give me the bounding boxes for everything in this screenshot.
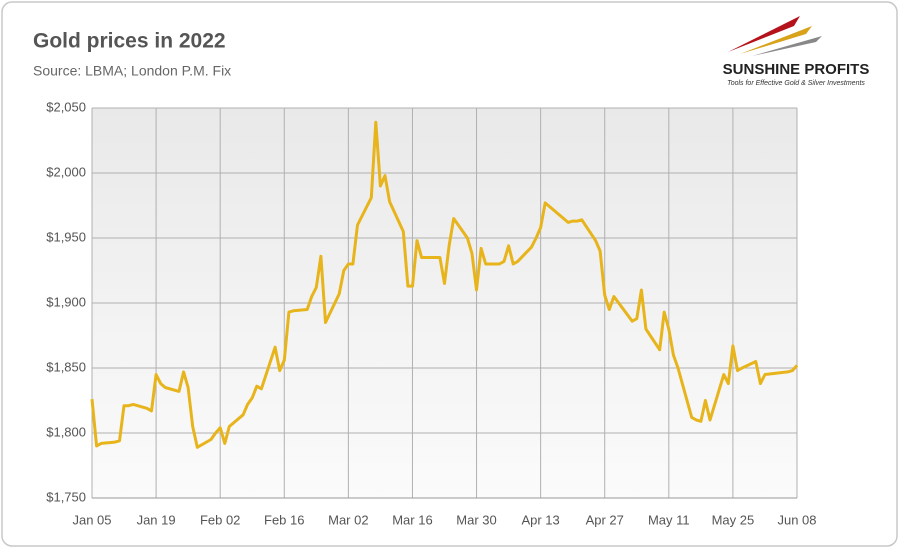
logo: SUNSHINE PROFITS Tools for Effective Gol…	[723, 16, 870, 87]
y-tick-label: $2,050	[46, 99, 86, 114]
y-tick-label: $1,850	[46, 359, 86, 374]
logo-tagline: Tools for Effective Gold & Silver Invest…	[727, 80, 865, 87]
x-tick-label: Mar 02	[328, 512, 368, 527]
chart-title: Gold prices in 2022	[33, 30, 226, 53]
x-tick-label: Mar 16	[392, 512, 432, 527]
x-tick-label: Feb 02	[200, 512, 240, 527]
logo-swoosh	[740, 26, 812, 54]
chart-subtitle: Source: LBMA; London P.M. Fix	[33, 63, 231, 79]
x-tick-label: May 11	[648, 512, 690, 527]
y-tick-label: $1,750	[46, 489, 86, 504]
y-tick-label: $2,000	[46, 164, 86, 179]
x-tick-label: Feb 16	[264, 512, 304, 527]
x-tick-label: Jan 19	[137, 512, 176, 527]
x-tick-label: Jun 08	[777, 512, 816, 527]
y-tick-label: $1,900	[46, 294, 86, 309]
logo-name: SUNSHINE PROFITS	[723, 61, 870, 78]
x-tick-label: May 25	[712, 512, 755, 527]
y-tick-label: $1,800	[46, 424, 86, 439]
x-tick-label: Mar 30	[456, 512, 496, 527]
price-line	[90, 120, 799, 449]
x-tick-label: Apr 13	[521, 512, 559, 527]
x-tick-label: Jan 05	[72, 512, 111, 527]
x-tick-label: Apr 27	[586, 512, 624, 527]
logo-swoosh	[728, 16, 800, 52]
logo-swoosh	[752, 36, 822, 56]
y-tick-label: $1,950	[46, 229, 86, 244]
